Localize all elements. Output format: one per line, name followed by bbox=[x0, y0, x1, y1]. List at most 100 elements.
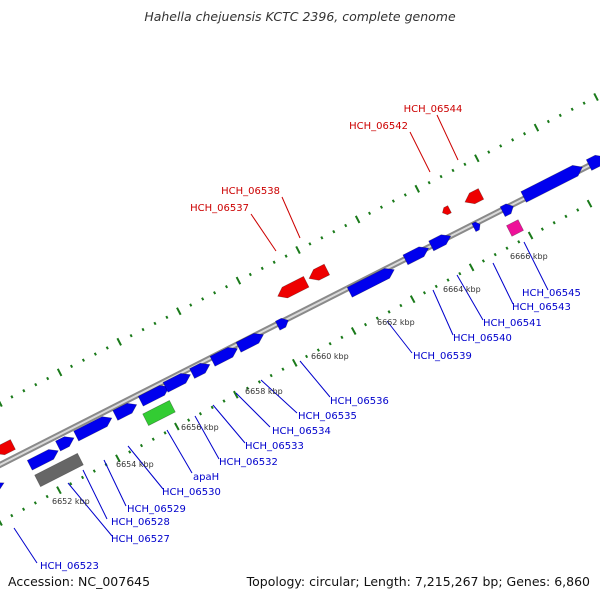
tick-mark bbox=[511, 138, 515, 142]
gene-label[interactable]: HCH_06539 bbox=[413, 351, 472, 362]
tick-mark bbox=[284, 254, 288, 258]
tick-mark bbox=[533, 123, 540, 132]
tick-mark bbox=[69, 482, 73, 486]
gene-label[interactable]: HCH_06536 bbox=[330, 396, 389, 407]
outer-tick-ring bbox=[0, 93, 599, 408]
tick-mark bbox=[69, 364, 74, 368]
tick-mark bbox=[427, 180, 431, 185]
gene-label[interactable]: HCH_06541 bbox=[483, 318, 542, 329]
forward-gene-arrow bbox=[471, 221, 481, 233]
gene-label[interactable]: HCH_06530 bbox=[162, 487, 221, 498]
tick-mark bbox=[586, 199, 593, 208]
tick-mark bbox=[269, 373, 273, 378]
tick-mark bbox=[233, 390, 239, 399]
tick-mark bbox=[517, 240, 521, 244]
gene-leader-line bbox=[212, 404, 246, 444]
tick-mark bbox=[474, 154, 480, 163]
tick-mark bbox=[189, 303, 193, 307]
scale-label: 6666 kbp bbox=[510, 252, 548, 261]
tick-mark bbox=[116, 337, 122, 346]
tick-mark bbox=[409, 295, 416, 304]
tick-mark bbox=[248, 272, 252, 277]
gene-label[interactable]: HCH_06542 bbox=[349, 121, 408, 132]
forward-gene-arrow bbox=[73, 416, 113, 442]
tick-mark bbox=[210, 405, 214, 410]
gene-label[interactable]: HCH_06535 bbox=[298, 411, 357, 422]
tick-mark bbox=[10, 513, 14, 518]
tick-mark bbox=[363, 322, 368, 327]
tick-mark bbox=[22, 507, 26, 511]
tick-mark bbox=[81, 358, 85, 362]
gene-label[interactable]: HCH_06528 bbox=[111, 517, 170, 528]
gene-label[interactable]: HCH_06523 bbox=[40, 561, 99, 572]
tick-mark bbox=[446, 278, 450, 282]
tick-mark bbox=[22, 389, 26, 393]
tick-mark bbox=[165, 315, 169, 320]
tick-mark bbox=[56, 368, 63, 377]
tick-mark bbox=[201, 297, 205, 301]
tick-mark bbox=[272, 260, 276, 264]
gene-leader-line bbox=[456, 274, 484, 321]
forward-gene-arrow bbox=[235, 333, 264, 353]
tick-mark bbox=[487, 150, 491, 154]
tick-mark bbox=[399, 303, 403, 308]
tick-mark bbox=[593, 93, 599, 102]
gene-leader-line bbox=[409, 131, 431, 173]
gene-label[interactable]: HCH_06537 bbox=[190, 203, 249, 214]
tick-mark bbox=[354, 215, 361, 224]
tick-mark bbox=[403, 193, 407, 197]
gene-leader-line bbox=[436, 114, 459, 161]
forward-gene-arrow bbox=[520, 165, 583, 203]
tick-mark bbox=[153, 321, 157, 326]
tick-mark bbox=[305, 354, 309, 359]
gene-label[interactable]: HCH_06527 bbox=[111, 534, 170, 545]
genome-backbone bbox=[0, 156, 600, 469]
reverse-gene-arrow bbox=[464, 188, 485, 205]
tick-mark bbox=[115, 454, 121, 463]
tick-mark bbox=[505, 246, 509, 250]
tick-mark bbox=[92, 469, 96, 473]
tick-mark bbox=[0, 400, 3, 408]
tick-mark bbox=[224, 285, 229, 289]
tick-mark bbox=[570, 107, 574, 111]
accession-text: Accession: NC_007645 bbox=[8, 574, 151, 589]
forward-gene-arrow bbox=[585, 154, 600, 171]
reverse-gene-arrow bbox=[442, 205, 452, 216]
gene-label[interactable]: HCH_06534 bbox=[272, 426, 331, 437]
gene-label[interactable]: HCH_06543 bbox=[512, 302, 571, 313]
tick-mark bbox=[463, 162, 467, 167]
gene-leader-line bbox=[127, 445, 164, 490]
gene-leader-line bbox=[194, 415, 220, 460]
tick-mark bbox=[468, 263, 475, 272]
forward-gene-arrow bbox=[137, 385, 170, 407]
tick-mark bbox=[46, 376, 50, 381]
inner-tick-ring bbox=[0, 199, 593, 526]
gene-leader-line bbox=[166, 429, 193, 474]
tick-mark bbox=[340, 335, 344, 340]
rna-gene-block bbox=[142, 400, 176, 426]
tick-mark bbox=[332, 229, 336, 234]
scale-label: 6660 kbp bbox=[311, 352, 349, 361]
gene-label[interactable]: HCH_06532 bbox=[219, 457, 278, 468]
gene-leader-line bbox=[492, 262, 514, 305]
gene-label[interactable]: HCH_06545 bbox=[522, 288, 581, 299]
gene-label[interactable]: HCH_06529 bbox=[127, 504, 186, 515]
tick-mark bbox=[344, 223, 348, 228]
tick-mark bbox=[129, 333, 133, 338]
gene-label[interactable]: HCH_06533 bbox=[245, 441, 304, 452]
forward-gene-arrow bbox=[346, 268, 395, 298]
tick-mark bbox=[257, 380, 261, 384]
tick-mark bbox=[45, 494, 49, 499]
scale-label: 6656 kbp bbox=[181, 423, 219, 432]
forward-gene-arrow bbox=[26, 449, 59, 471]
scale-label: 6652 kbp bbox=[52, 497, 90, 506]
gene-label[interactable]: apaH bbox=[193, 472, 219, 483]
gene-label[interactable]: HCH_06544 bbox=[404, 104, 463, 115]
tick-mark bbox=[163, 431, 167, 435]
tick-mark bbox=[576, 208, 580, 212]
gene-label[interactable]: HCH_06540 bbox=[453, 333, 512, 344]
forward-gene-arrow bbox=[0, 482, 5, 496]
gene-label[interactable]: HCH_06538 bbox=[221, 186, 280, 197]
reverse-gene-arrow bbox=[0, 439, 16, 456]
